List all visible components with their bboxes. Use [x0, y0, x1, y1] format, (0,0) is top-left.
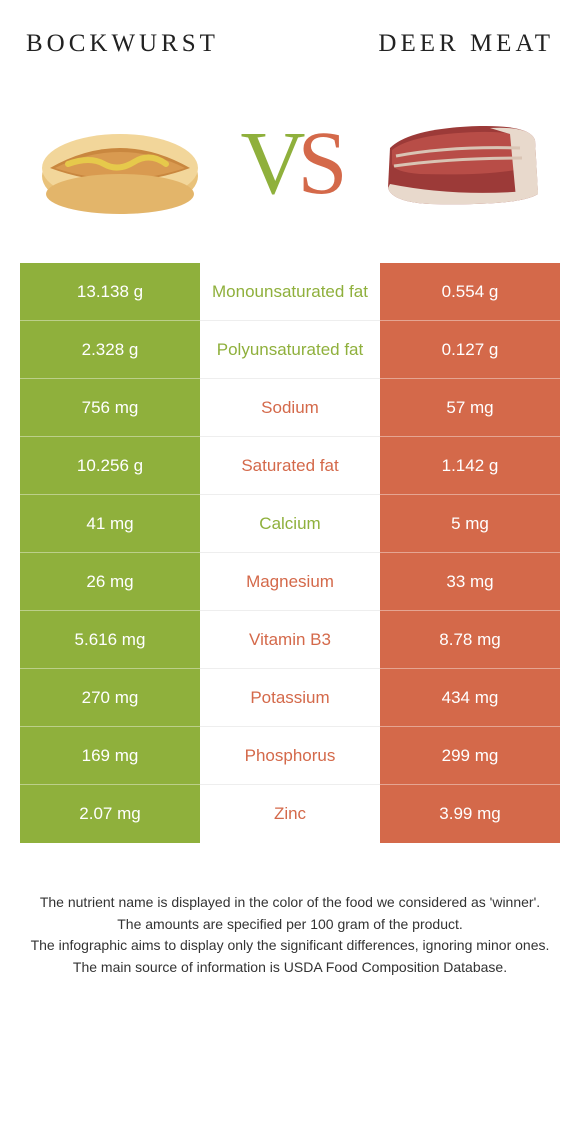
vs-s: S — [297, 112, 339, 215]
nutrient-name: Potassium — [200, 669, 380, 727]
nutrient-name: Saturated fat — [200, 437, 380, 495]
table-row: 270 mgPotassium434 mg — [20, 669, 560, 727]
table-row: 169 mgPhosphorus299 mg — [20, 727, 560, 785]
right-value: 5 mg — [380, 495, 560, 553]
right-value: 434 mg — [380, 669, 560, 727]
table-row: 41 mgCalcium5 mg — [20, 495, 560, 553]
deer-meat-image — [370, 98, 550, 228]
nutrient-name: Polyunsaturated fat — [200, 321, 380, 379]
caption-line-3: The infographic aims to display only the… — [30, 936, 550, 956]
nutrient-name: Calcium — [200, 495, 380, 553]
nutrient-name: Magnesium — [200, 553, 380, 611]
nutrient-name: Vitamin B3 — [200, 611, 380, 669]
right-value: 33 mg — [380, 553, 560, 611]
headers: BOCKWURST DEER MEAT — [20, 30, 560, 58]
left-value: 2.07 mg — [20, 785, 200, 843]
right-value: 3.99 mg — [380, 785, 560, 843]
table-row: 756 mgSodium57 mg — [20, 379, 560, 437]
right-value: 299 mg — [380, 727, 560, 785]
left-value: 41 mg — [20, 495, 200, 553]
right-value: 1.142 g — [380, 437, 560, 495]
table-row: 5.616 mgVitamin B38.78 mg — [20, 611, 560, 669]
nutrient-name: Sodium — [200, 379, 380, 437]
left-value: 169 mg — [20, 727, 200, 785]
table-row: 13.138 gMonounsaturated fat0.554 g — [20, 263, 560, 321]
left-value: 270 mg — [20, 669, 200, 727]
header-right: DEER MEAT — [378, 30, 554, 58]
nutrient-name: Phosphorus — [200, 727, 380, 785]
left-value: 10.256 g — [20, 437, 200, 495]
table-row: 2.07 mgZinc3.99 mg — [20, 785, 560, 843]
right-value: 57 mg — [380, 379, 560, 437]
caption-line-4: The main source of information is USDA F… — [30, 958, 550, 978]
right-value: 0.127 g — [380, 321, 560, 379]
bockwurst-image — [30, 98, 210, 228]
nutrient-table: 13.138 gMonounsaturated fat0.554 g2.328 … — [20, 263, 560, 843]
table-row: 2.328 gPolyunsaturated fat0.127 g — [20, 321, 560, 379]
left-value: 756 mg — [20, 379, 200, 437]
left-value: 13.138 g — [20, 263, 200, 321]
caption-line-1: The nutrient name is displayed in the co… — [30, 893, 550, 913]
nutrient-name: Zinc — [200, 785, 380, 843]
caption-line-2: The amounts are specified per 100 gram o… — [30, 915, 550, 935]
table-row: 26 mgMagnesium33 mg — [20, 553, 560, 611]
vs-v: V — [240, 112, 297, 215]
nutrient-name: Monounsaturated fat — [200, 263, 380, 321]
right-value: 8.78 mg — [380, 611, 560, 669]
left-value: 26 mg — [20, 553, 200, 611]
vs-label: VS — [240, 112, 339, 215]
table-row: 10.256 gSaturated fat1.142 g — [20, 437, 560, 495]
caption: The nutrient name is displayed in the co… — [20, 893, 560, 977]
left-value: 5.616 mg — [20, 611, 200, 669]
header-left: BOCKWURST — [26, 30, 219, 58]
right-value: 0.554 g — [380, 263, 560, 321]
images-row: VS — [20, 93, 560, 233]
left-value: 2.328 g — [20, 321, 200, 379]
